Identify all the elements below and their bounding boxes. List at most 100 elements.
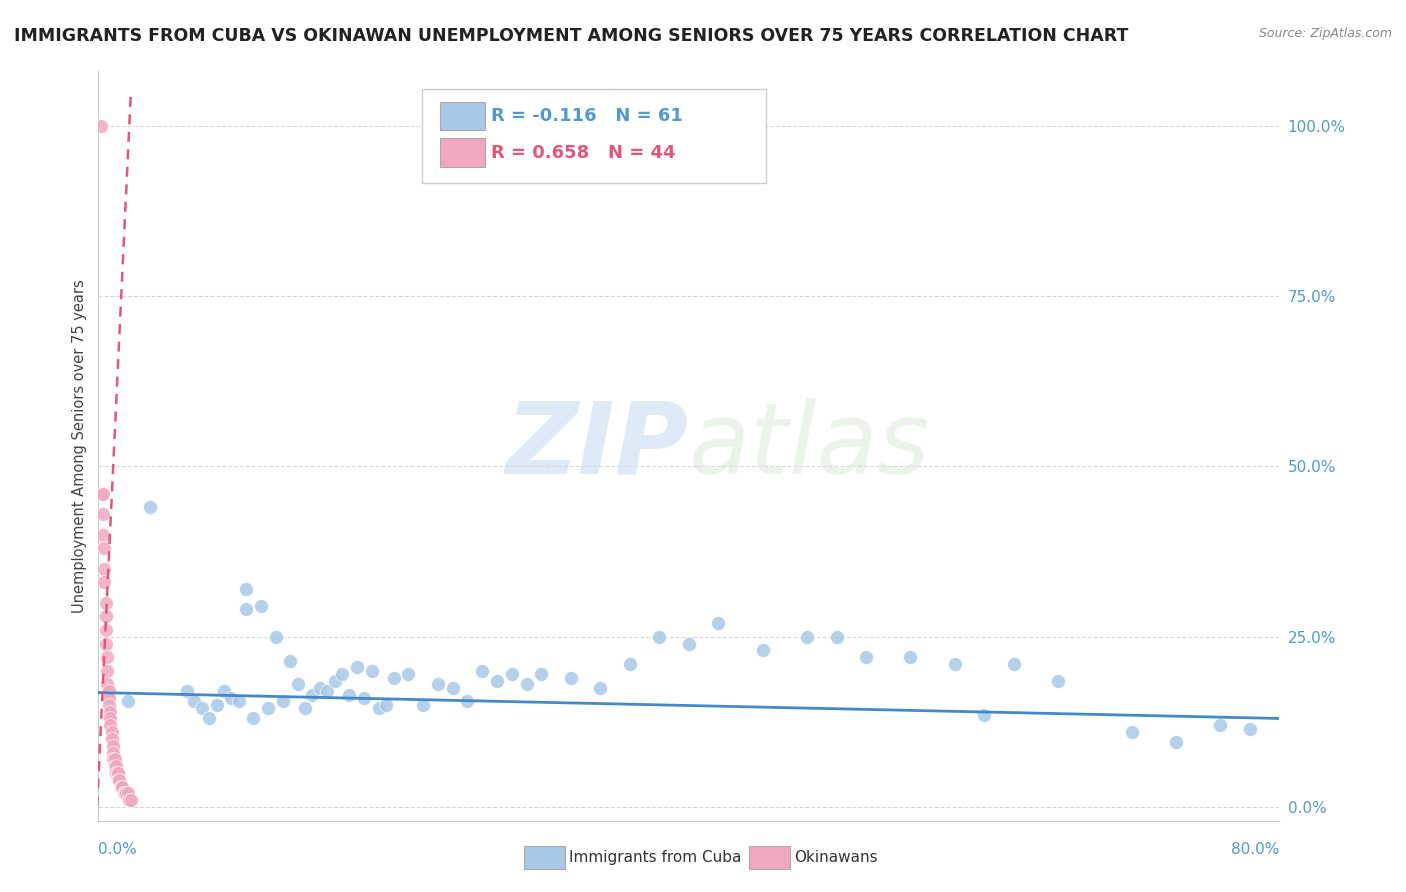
Point xyxy=(486,673,509,688)
Point xyxy=(111,780,134,794)
Point xyxy=(589,681,612,695)
Point xyxy=(309,681,332,695)
Point xyxy=(648,630,671,644)
Point xyxy=(139,500,162,515)
Point xyxy=(973,708,995,723)
Point xyxy=(427,677,450,691)
Point xyxy=(107,766,129,780)
Point xyxy=(368,701,391,715)
Point xyxy=(91,486,114,500)
Point xyxy=(104,759,127,773)
Point xyxy=(91,507,114,521)
Point xyxy=(91,527,114,541)
Point xyxy=(96,650,118,665)
Point xyxy=(94,596,117,610)
Text: Immigrants from Cuba: Immigrants from Cuba xyxy=(569,850,742,864)
Text: ZIP: ZIP xyxy=(506,398,689,494)
Point xyxy=(382,671,405,685)
Point xyxy=(316,684,339,698)
Point xyxy=(900,650,922,665)
Point xyxy=(235,582,257,596)
Point xyxy=(100,725,122,739)
Point xyxy=(90,486,112,500)
Point xyxy=(457,694,479,708)
Point xyxy=(264,630,287,644)
Point xyxy=(346,660,368,674)
Point xyxy=(98,705,121,719)
Point xyxy=(353,691,375,706)
Point xyxy=(360,664,382,678)
Point xyxy=(1239,722,1261,736)
Point xyxy=(94,636,117,650)
Point xyxy=(110,780,132,794)
Point xyxy=(105,759,128,773)
Point xyxy=(707,616,730,631)
Point xyxy=(301,688,323,702)
Point xyxy=(198,711,221,725)
Point xyxy=(117,786,139,800)
Point xyxy=(1002,657,1025,671)
Point xyxy=(90,119,112,133)
Point xyxy=(97,691,120,706)
Y-axis label: Unemployment Among Seniors over 75 years: Unemployment Among Seniors over 75 years xyxy=(72,279,87,613)
Point xyxy=(120,793,142,807)
Point xyxy=(97,698,120,712)
Text: 0.0%: 0.0% xyxy=(98,842,138,857)
Point xyxy=(678,636,700,650)
Point xyxy=(294,701,316,715)
Point xyxy=(560,671,582,685)
Text: atlas: atlas xyxy=(689,398,931,494)
Text: Source: ZipAtlas.com: Source: ZipAtlas.com xyxy=(1258,27,1392,40)
Point xyxy=(183,694,205,708)
Point xyxy=(1166,735,1188,749)
Point xyxy=(280,654,302,668)
Point xyxy=(93,561,115,575)
Point xyxy=(516,677,538,691)
Point xyxy=(103,752,125,766)
Point xyxy=(110,780,132,794)
Point xyxy=(752,643,775,657)
Point xyxy=(221,691,243,706)
Point xyxy=(943,657,966,671)
Point xyxy=(96,664,118,678)
Point xyxy=(228,694,250,708)
Point xyxy=(1121,725,1143,739)
Point xyxy=(98,718,121,732)
Point xyxy=(107,766,129,780)
Point xyxy=(441,681,464,695)
Text: IMMIGRANTS FROM CUBA VS OKINAWAN UNEMPLOYMENT AMONG SENIORS OVER 75 YEARS CORREL: IMMIGRANTS FROM CUBA VS OKINAWAN UNEMPLO… xyxy=(14,27,1129,45)
Point xyxy=(257,701,280,715)
Point xyxy=(105,766,128,780)
Point xyxy=(108,772,131,787)
Point xyxy=(103,746,125,760)
Point xyxy=(619,657,641,671)
Point xyxy=(112,786,135,800)
Point xyxy=(339,688,361,702)
Point xyxy=(118,793,141,807)
Point xyxy=(205,698,228,712)
Point xyxy=(108,772,131,787)
Text: Okinawans: Okinawans xyxy=(794,850,877,864)
Text: R = -0.116   N = 61: R = -0.116 N = 61 xyxy=(491,107,682,125)
Point xyxy=(825,630,848,644)
Point xyxy=(398,667,420,681)
Point xyxy=(104,752,127,766)
Point xyxy=(530,667,553,681)
Point xyxy=(242,711,264,725)
Point xyxy=(501,667,523,681)
Point xyxy=(1209,718,1232,732)
Point xyxy=(93,541,115,556)
Point xyxy=(323,673,346,688)
Point xyxy=(103,739,125,753)
Point xyxy=(471,664,494,678)
Point xyxy=(94,623,117,637)
Text: R = 0.658   N = 44: R = 0.658 N = 44 xyxy=(491,144,675,161)
Point xyxy=(176,684,198,698)
Point xyxy=(375,698,398,712)
Point xyxy=(212,684,235,698)
Point xyxy=(98,711,121,725)
Point xyxy=(96,677,118,691)
Point xyxy=(287,677,309,691)
Text: 80.0%: 80.0% xyxy=(1232,842,1279,857)
Point xyxy=(93,575,115,590)
